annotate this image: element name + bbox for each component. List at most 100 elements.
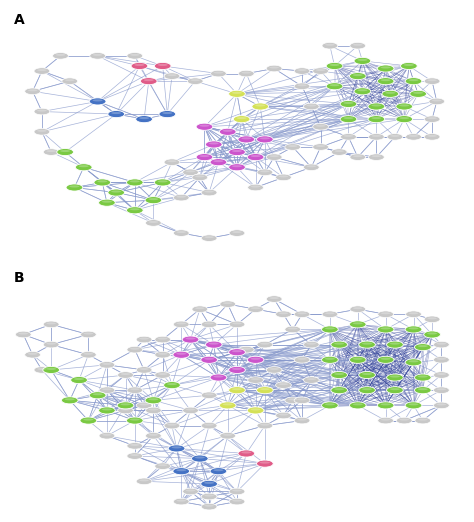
Ellipse shape — [399, 104, 409, 106]
Ellipse shape — [428, 317, 437, 319]
Ellipse shape — [257, 422, 273, 429]
Ellipse shape — [331, 341, 347, 348]
Ellipse shape — [192, 306, 208, 313]
Ellipse shape — [372, 135, 381, 137]
Ellipse shape — [167, 160, 177, 162]
Ellipse shape — [158, 180, 168, 182]
Ellipse shape — [418, 388, 428, 390]
Ellipse shape — [191, 79, 200, 81]
Ellipse shape — [164, 422, 180, 429]
Ellipse shape — [127, 179, 143, 186]
Ellipse shape — [237, 117, 246, 119]
Ellipse shape — [321, 326, 338, 333]
Ellipse shape — [62, 397, 78, 404]
Ellipse shape — [99, 387, 115, 394]
Ellipse shape — [381, 327, 391, 329]
Ellipse shape — [334, 342, 344, 345]
Ellipse shape — [75, 164, 92, 171]
Ellipse shape — [269, 66, 279, 68]
Ellipse shape — [204, 482, 214, 484]
Ellipse shape — [201, 235, 217, 242]
Ellipse shape — [229, 321, 245, 328]
Ellipse shape — [357, 59, 367, 61]
Ellipse shape — [102, 200, 112, 203]
Ellipse shape — [378, 417, 393, 424]
Ellipse shape — [46, 323, 56, 324]
Ellipse shape — [195, 307, 205, 309]
Ellipse shape — [279, 383, 288, 385]
Ellipse shape — [316, 125, 325, 127]
Ellipse shape — [57, 149, 73, 156]
Ellipse shape — [313, 68, 328, 74]
Ellipse shape — [53, 53, 68, 59]
Ellipse shape — [371, 117, 382, 119]
Ellipse shape — [434, 341, 449, 348]
Ellipse shape — [232, 323, 242, 324]
Ellipse shape — [229, 499, 245, 505]
Ellipse shape — [424, 316, 440, 323]
Ellipse shape — [18, 333, 28, 335]
Ellipse shape — [396, 103, 412, 110]
Ellipse shape — [228, 149, 246, 156]
Ellipse shape — [164, 382, 180, 389]
Ellipse shape — [34, 128, 50, 135]
Ellipse shape — [437, 373, 446, 375]
Ellipse shape — [204, 393, 214, 395]
Ellipse shape — [377, 78, 394, 85]
Ellipse shape — [329, 84, 339, 86]
Ellipse shape — [158, 64, 168, 66]
Ellipse shape — [232, 92, 242, 94]
Ellipse shape — [220, 301, 236, 307]
Ellipse shape — [387, 387, 403, 394]
Ellipse shape — [176, 231, 186, 233]
Ellipse shape — [232, 388, 242, 390]
Ellipse shape — [43, 341, 59, 348]
Ellipse shape — [432, 100, 441, 101]
Ellipse shape — [232, 231, 242, 233]
Ellipse shape — [34, 366, 50, 373]
Ellipse shape — [294, 68, 310, 74]
Ellipse shape — [69, 185, 80, 187]
Ellipse shape — [409, 327, 419, 329]
Ellipse shape — [266, 366, 282, 373]
Ellipse shape — [396, 115, 412, 123]
Ellipse shape — [99, 362, 115, 368]
Ellipse shape — [228, 164, 246, 171]
Ellipse shape — [130, 348, 139, 350]
Ellipse shape — [149, 409, 158, 410]
Ellipse shape — [357, 89, 367, 91]
Ellipse shape — [326, 63, 343, 69]
Ellipse shape — [93, 54, 102, 56]
Ellipse shape — [242, 72, 251, 74]
Ellipse shape — [108, 189, 125, 196]
Ellipse shape — [288, 145, 298, 147]
Ellipse shape — [205, 341, 222, 348]
Ellipse shape — [350, 42, 365, 49]
Ellipse shape — [127, 387, 143, 394]
Ellipse shape — [130, 388, 139, 390]
Ellipse shape — [232, 150, 242, 152]
Ellipse shape — [344, 102, 354, 104]
Ellipse shape — [108, 111, 125, 117]
Ellipse shape — [354, 88, 371, 95]
Ellipse shape — [269, 368, 279, 370]
Ellipse shape — [148, 198, 158, 200]
Ellipse shape — [238, 136, 255, 143]
Ellipse shape — [387, 134, 403, 140]
Ellipse shape — [437, 388, 446, 390]
Ellipse shape — [414, 374, 431, 381]
Ellipse shape — [387, 341, 403, 348]
Ellipse shape — [377, 326, 394, 333]
Ellipse shape — [196, 153, 213, 161]
Ellipse shape — [210, 374, 227, 381]
Ellipse shape — [256, 136, 273, 143]
Ellipse shape — [186, 409, 195, 410]
Ellipse shape — [399, 117, 409, 119]
Ellipse shape — [381, 312, 391, 314]
Ellipse shape — [359, 387, 375, 394]
Ellipse shape — [229, 230, 245, 236]
Ellipse shape — [204, 236, 214, 238]
Ellipse shape — [406, 311, 421, 317]
Ellipse shape — [176, 353, 186, 355]
Ellipse shape — [25, 351, 40, 358]
